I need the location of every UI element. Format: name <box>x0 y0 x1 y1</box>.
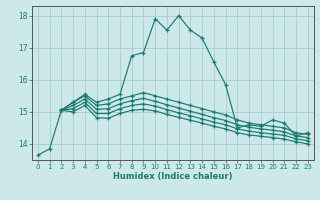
X-axis label: Humidex (Indice chaleur): Humidex (Indice chaleur) <box>113 172 233 181</box>
